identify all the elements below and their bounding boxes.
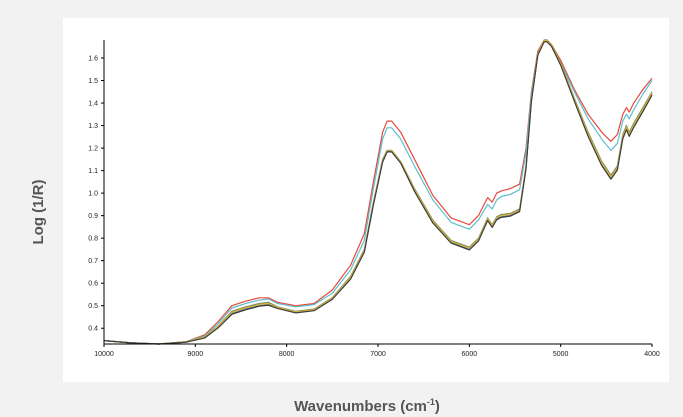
x-axis-ticks: 10000 9000 8000 7000 6000 5000 4000 bbox=[94, 344, 660, 358]
y-tick-label: 0.5 bbox=[88, 303, 98, 310]
x-axis-title: Wavenumbers (cm-1) bbox=[294, 397, 440, 415]
y-tick-label: 0.4 bbox=[88, 326, 98, 333]
y-tick-label: 1.2 bbox=[88, 146, 98, 153]
x-tick-label: 8000 bbox=[279, 351, 295, 358]
x-tick-label: 7000 bbox=[370, 351, 386, 358]
spectrum-line-1 bbox=[103, 39, 653, 345]
x-tick-label: 4000 bbox=[644, 351, 660, 358]
spectrum-line-5 bbox=[103, 39, 653, 345]
y-tick-label: 1.4 bbox=[88, 101, 98, 108]
x-tick-label: 5000 bbox=[553, 351, 569, 358]
x-axis-title-main: Wavenumbers (cm bbox=[294, 398, 427, 415]
x-tick-label: 9000 bbox=[188, 351, 204, 358]
y-tick-label: 1.1 bbox=[88, 168, 98, 175]
x-axis-title-close: ) bbox=[435, 398, 440, 415]
x-tick-label: 10000 bbox=[94, 351, 114, 358]
y-tick-label: 0.6 bbox=[88, 281, 98, 288]
y-tick-label: 1.5 bbox=[88, 78, 98, 85]
y-tick-label: 1.0 bbox=[88, 191, 98, 198]
y-tick-label: 1.3 bbox=[88, 123, 98, 130]
plot-panel bbox=[63, 18, 669, 382]
y-tick-label: 0.8 bbox=[88, 236, 98, 243]
y-tick-label: 1.6 bbox=[88, 56, 98, 63]
x-tick-label: 6000 bbox=[462, 351, 478, 358]
spectrum-line-6 bbox=[103, 41, 653, 345]
y-axis-ticks: 0.4 0.5 0.6 0.7 0.8 0.9 1.0 1.1 1.2 1.3 1.4 1.5 1.6 bbox=[88, 56, 104, 333]
y-tick-label: 0.7 bbox=[88, 258, 98, 265]
y-tick-label: 0.9 bbox=[88, 213, 98, 220]
spectrum-line-2 bbox=[103, 40, 653, 345]
spectrum-line-3 bbox=[103, 39, 653, 345]
x-axis-title-superscript: -1 bbox=[427, 397, 435, 407]
series-layer bbox=[103, 39, 653, 345]
y-axis-title: Log (1/R) bbox=[30, 180, 47, 245]
